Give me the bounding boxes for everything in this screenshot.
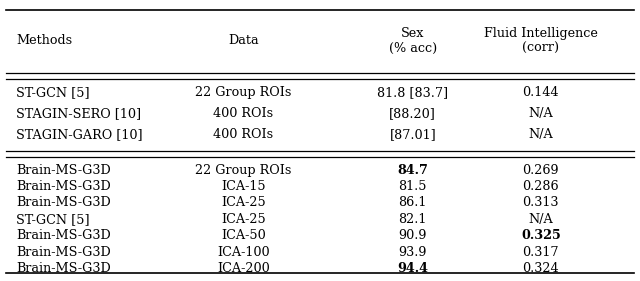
Text: 0.269: 0.269 bbox=[522, 164, 559, 176]
Text: 93.9: 93.9 bbox=[399, 246, 427, 259]
Text: 82.1: 82.1 bbox=[399, 213, 427, 226]
Text: Data: Data bbox=[228, 34, 259, 47]
Text: 0.324: 0.324 bbox=[522, 262, 559, 275]
Text: 81.8 [83.7]: 81.8 [83.7] bbox=[377, 86, 449, 99]
Text: N/A: N/A bbox=[529, 128, 553, 141]
Text: Methods: Methods bbox=[16, 34, 72, 47]
Text: [88.20]: [88.20] bbox=[389, 107, 436, 120]
Text: Brain-MS-G3D: Brain-MS-G3D bbox=[16, 180, 111, 193]
Text: 94.4: 94.4 bbox=[397, 262, 428, 275]
Text: Brain-MS-G3D: Brain-MS-G3D bbox=[16, 164, 111, 176]
Text: 0.144: 0.144 bbox=[522, 86, 559, 99]
Text: 0.317: 0.317 bbox=[522, 246, 559, 259]
Text: 84.7: 84.7 bbox=[397, 164, 428, 176]
Text: 81.5: 81.5 bbox=[399, 180, 427, 193]
Text: ICA-25: ICA-25 bbox=[221, 196, 266, 209]
Text: 400 ROIs: 400 ROIs bbox=[213, 128, 273, 141]
Text: ICA-200: ICA-200 bbox=[217, 262, 269, 275]
Text: ICA-15: ICA-15 bbox=[221, 180, 266, 193]
Text: ICA-100: ICA-100 bbox=[217, 246, 269, 259]
Text: 90.9: 90.9 bbox=[399, 229, 427, 242]
Text: Sex
(% acc): Sex (% acc) bbox=[388, 27, 437, 55]
Text: Brain-MS-G3D: Brain-MS-G3D bbox=[16, 196, 111, 209]
Text: STAGIN-SERO [10]: STAGIN-SERO [10] bbox=[16, 107, 141, 120]
Text: 0.286: 0.286 bbox=[522, 180, 559, 193]
Text: 22 Group ROIs: 22 Group ROIs bbox=[195, 164, 291, 176]
Text: ICA-25: ICA-25 bbox=[221, 213, 266, 226]
Text: 0.313: 0.313 bbox=[522, 196, 559, 209]
Text: STAGIN-GARO [10]: STAGIN-GARO [10] bbox=[16, 128, 143, 141]
Text: [87.01]: [87.01] bbox=[389, 128, 436, 141]
Text: 86.1: 86.1 bbox=[399, 196, 427, 209]
Text: Brain-MS-G3D: Brain-MS-G3D bbox=[16, 246, 111, 259]
Text: ST-GCN [5]: ST-GCN [5] bbox=[16, 86, 90, 99]
Text: N/A: N/A bbox=[529, 213, 553, 226]
Text: 400 ROIs: 400 ROIs bbox=[213, 107, 273, 120]
Text: Brain-MS-G3D: Brain-MS-G3D bbox=[16, 229, 111, 242]
Text: Fluid Intelligence
(corr): Fluid Intelligence (corr) bbox=[484, 27, 598, 55]
Text: ST-GCN [5]: ST-GCN [5] bbox=[16, 213, 90, 226]
Text: N/A: N/A bbox=[529, 107, 553, 120]
Text: 0.325: 0.325 bbox=[521, 229, 561, 242]
Text: ICA-50: ICA-50 bbox=[221, 229, 266, 242]
Text: Brain-MS-G3D: Brain-MS-G3D bbox=[16, 262, 111, 275]
Text: 22 Group ROIs: 22 Group ROIs bbox=[195, 86, 291, 99]
